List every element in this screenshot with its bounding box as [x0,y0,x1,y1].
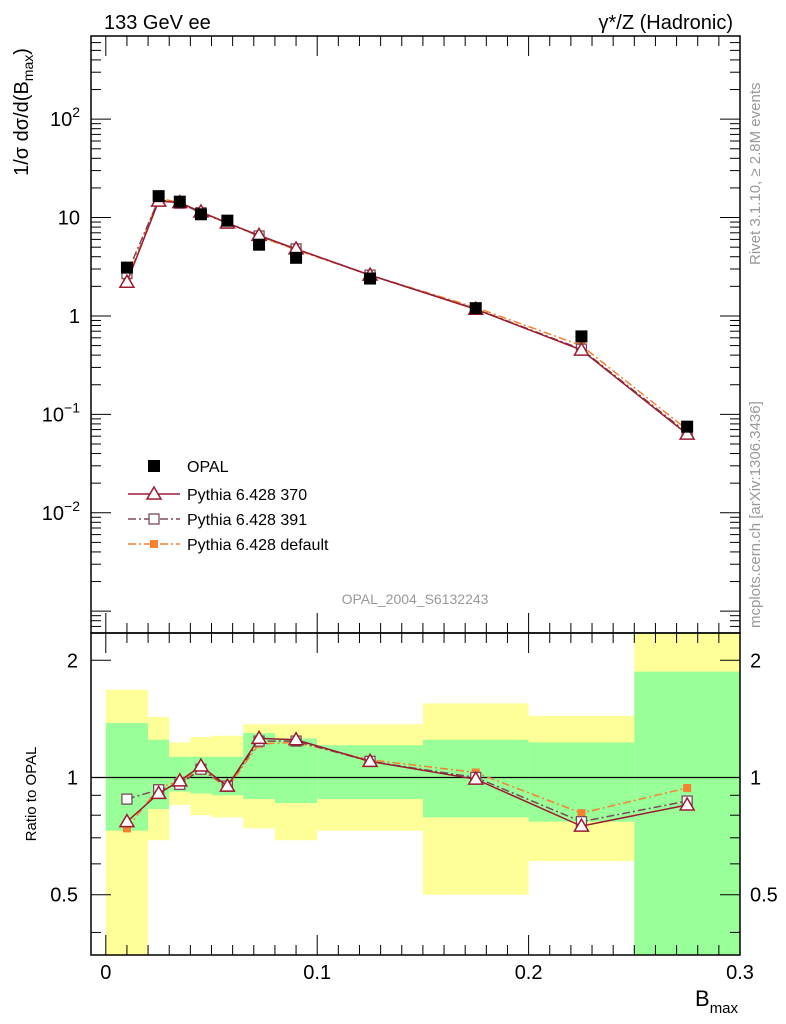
main-point-data-8 [469,302,482,315]
main-point-data-10 [681,420,694,433]
main-ytick-label-4: 102 [50,104,80,131]
axis-ticks: 10−2 10−1 1 10 102 0.5 0.5 1 1 2 2 0 0.1 0.2 0.3 [42,35,778,984]
legend-marker-p391 [148,513,160,525]
ratio-ytick-label-left-0: 0.5 [50,885,78,907]
mcplots-label: mcplots.cern.ch [arXiv:1306.3436] [747,401,764,628]
main-series-layer [118,190,696,440]
ratio-point-p370-8 [467,770,485,785]
ratio-band-inner-0 [105,723,149,831]
ratio-point-p370-1 [150,784,167,800]
main-point-data-9 [575,330,588,343]
xtick-label-3: 0.3 [726,962,754,984]
ratio-band-inner-10 [634,671,740,955]
ratio-ytick-label-right-0: 0.5 [750,885,778,907]
legend: OPAL Pythia 6.428 370 Pythia 6.428 391 P… [128,459,329,554]
legend-label-pdef: Pythia 6.428 default [187,537,329,554]
ratio-band-inner-9 [528,742,635,822]
ratio-point-pdef-10 [683,783,692,792]
ratio-point-p370-6 [287,731,305,746]
main-series-p370 [118,192,696,440]
main-series-p391 [121,194,693,439]
main-point-data-4 [221,214,234,227]
xtick-label-0: 0 [100,962,111,984]
ratio-point-p391-0 [121,793,133,805]
ratio-ytick-label-right-1: 1 [750,767,761,789]
main-point-data-5 [253,238,266,251]
ratio-point-p370-2 [171,772,189,787]
main-point-p370-0 [118,273,136,289]
axes-frames [90,35,741,956]
ratio-point-p370-10 [678,796,696,811]
main-ytick-label-1: 10−1 [42,399,80,426]
legend-marker-opal [148,460,160,472]
main-point-p370-9 [573,341,590,356]
ratio-point-p370-9 [573,817,590,832]
ratio-line-pdef [126,741,688,829]
ratio-uncertainty-bands [105,633,740,955]
ratio-series-p370 [118,729,696,832]
legend-label-p370: Pythia 6.428 370 [187,487,307,504]
main-ytick-label-0: 10−2 [42,498,80,525]
legend-marker-pdef [150,540,158,548]
ratio-series-layer [91,729,740,833]
main-line-p391 [126,198,688,434]
main-series-data [120,190,694,433]
main-point-data-2 [173,195,186,208]
main-point-data-7 [364,272,377,285]
main-point-data-1 [152,190,165,203]
main-y-axis-title: 1/σ dσ/d(Bmax) [11,48,36,176]
ratio-point-p370-3 [192,757,210,772]
ratio-point-pdef-9 [577,809,586,818]
ratio-point-p370-4 [219,777,236,792]
ratio-band-inner-6 [274,738,318,803]
main-point-data-6 [290,251,303,264]
main-point-p370-10 [678,425,696,440]
ratio-point-p370-0 [118,813,136,828]
rivet-label: Rivet 3.1.10, ≥ 2.8M events [747,83,764,266]
ratio-ytick-label-right-2: 2 [750,650,761,672]
legend-label-p391: Pythia 6.428 391 [187,512,307,529]
ratio-point-p370-5 [250,729,268,745]
ratio-ytick-label-left-1: 1 [67,767,78,789]
main-ytick-label-3: 10 [58,208,80,230]
main-line-p370 [126,200,688,435]
x-axis-title: Bmax [695,986,739,1017]
main-point-data-3 [194,208,207,221]
main-point-data-0 [120,261,133,274]
header-left: 133 GeV ee [104,12,211,34]
xtick-label-1: 0.1 [303,962,331,984]
main-ytick-label-2: 1 [69,306,80,328]
header-right: γ*/Z (Hadronic) [599,12,733,34]
main-line-pdef [126,197,688,431]
ratio-ytick-label-left-2: 2 [67,650,78,672]
ratio-point-p370-7 [361,752,379,768]
analysis-watermark: OPAL_2004_S6132243 [342,591,489,607]
xtick-label-2: 0.2 [515,962,543,984]
ratio-frame [90,632,741,956]
main-series-pdef [122,194,692,434]
legend-label-opal: OPAL [187,459,229,476]
ratio-y-axis-label: Ratio to OPAL [23,747,40,842]
ratio-point-pdef-0 [122,824,131,833]
legend-marker-p370 [145,485,163,500]
